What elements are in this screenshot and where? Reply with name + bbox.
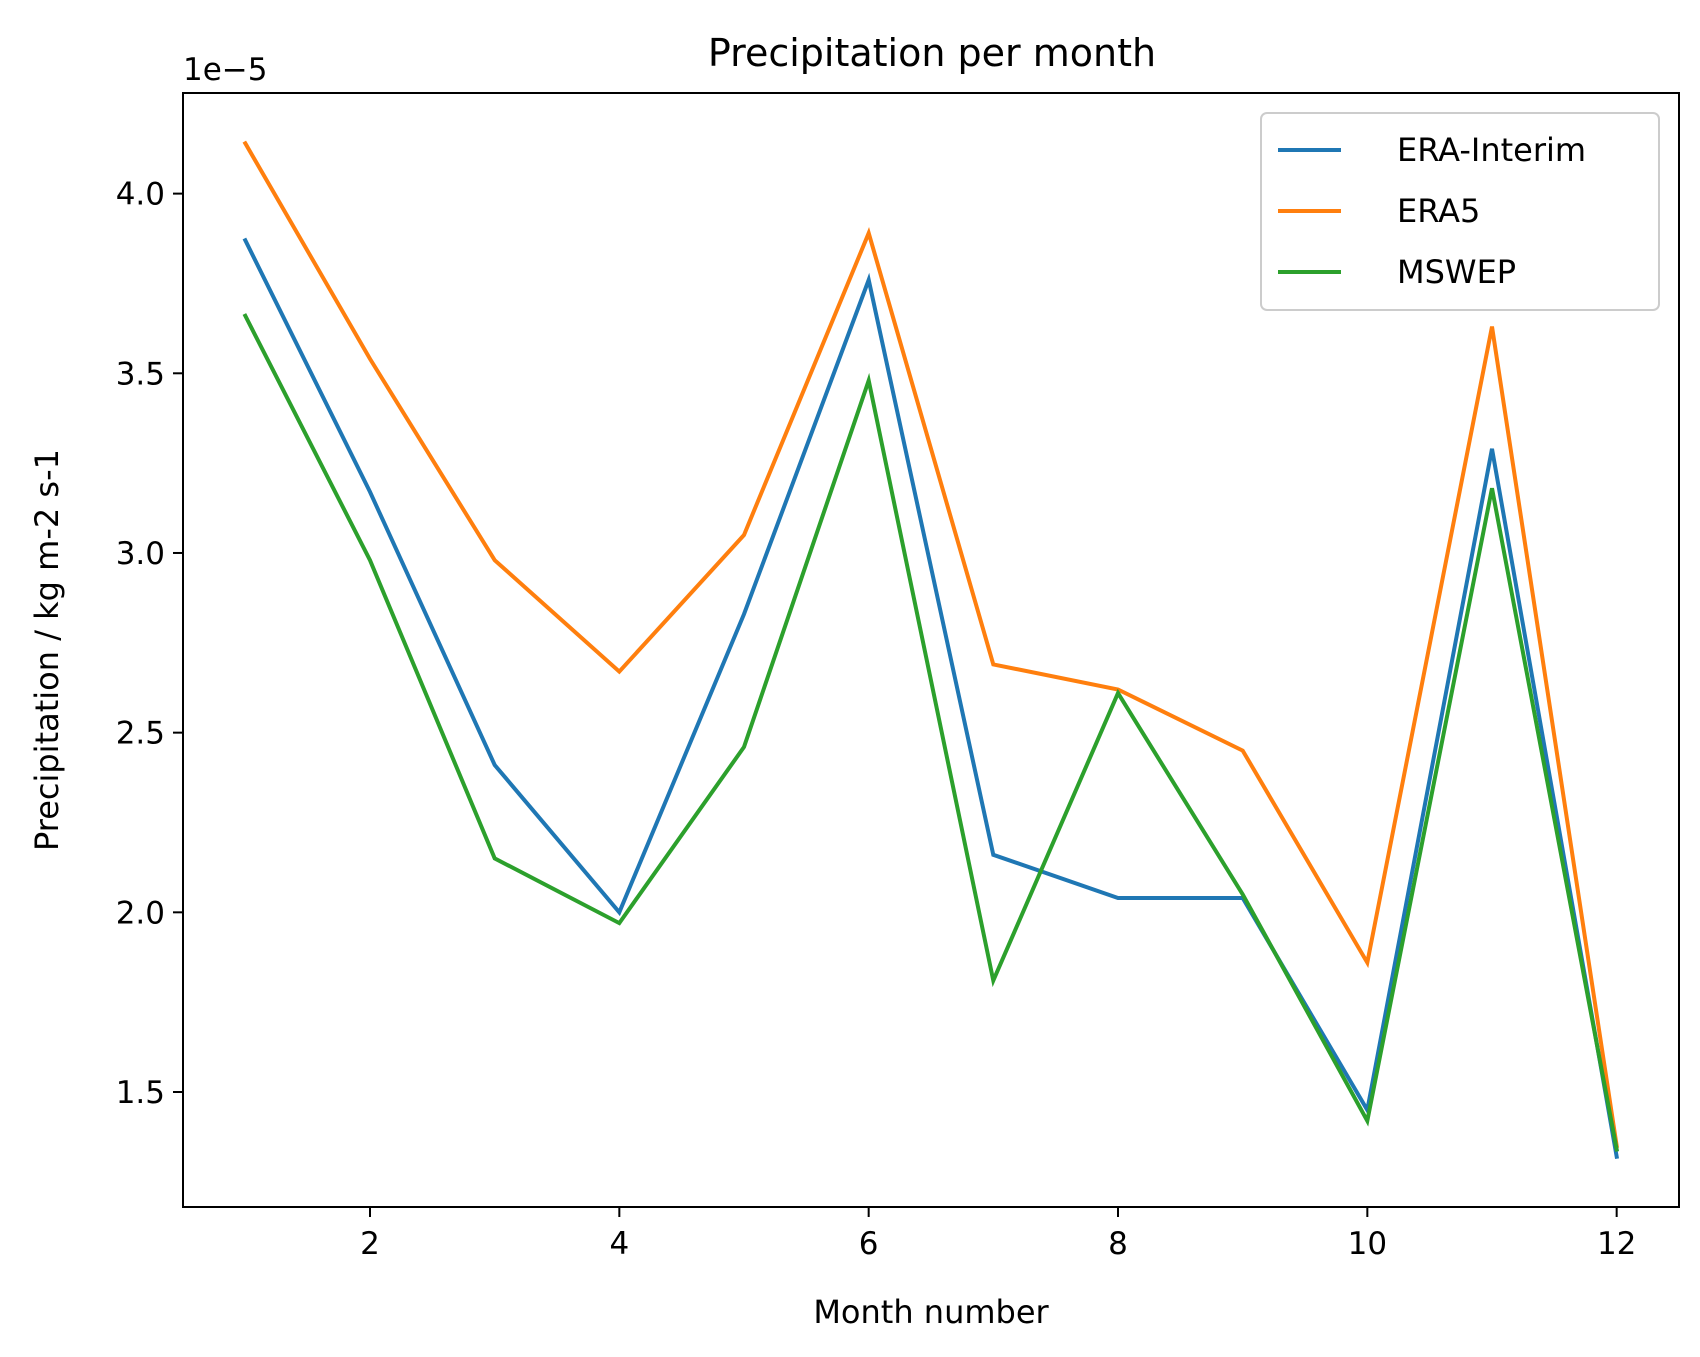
legend-entry-label: MSWEP xyxy=(1397,253,1516,291)
series-line-era-interim xyxy=(242,237,1620,1160)
legend: ERA-Interim ERA5 MSWEP xyxy=(1260,112,1660,311)
chart-title: Precipitation per month xyxy=(708,31,1156,75)
x-tick-label: 8 xyxy=(1108,1226,1128,1262)
series-line-era5 xyxy=(242,140,1619,1149)
y-tick-label: 3.5 xyxy=(116,356,165,392)
x-tick-label: 6 xyxy=(859,1226,879,1262)
y-axis-offset-label: 1e−5 xyxy=(183,52,268,88)
series-layer xyxy=(242,140,1620,1160)
x-tick-label: 4 xyxy=(609,1226,629,1262)
y-tick-label: 2.0 xyxy=(116,895,165,931)
legend-entry-label: ERA-Interim xyxy=(1397,131,1586,169)
x-tick-label: 12 xyxy=(1597,1226,1636,1262)
y-tick-label: 3.0 xyxy=(116,536,165,572)
legend-box xyxy=(1260,112,1660,311)
y-tick-label: 1.5 xyxy=(116,1075,165,1111)
x-tick-label: 10 xyxy=(1348,1226,1387,1262)
series-line-mswep xyxy=(242,313,1620,1152)
x-axis: 2 4 6 8 10 12 xyxy=(360,1207,1636,1262)
plot-frame xyxy=(182,92,1680,1208)
x-axis-label: Month number xyxy=(813,1293,1049,1331)
x-tick-label: 2 xyxy=(360,1226,380,1262)
legend-entry-label: ERA5 xyxy=(1397,192,1480,230)
y-tick-label: 4.0 xyxy=(116,177,165,213)
y-axis: 1.5 2.0 2.5 3.0 3.5 4.0 xyxy=(116,177,183,1111)
y-axis-label: Precipitation / kg m-2 s-1 xyxy=(28,449,66,851)
y-tick-label: 2.5 xyxy=(116,716,165,752)
